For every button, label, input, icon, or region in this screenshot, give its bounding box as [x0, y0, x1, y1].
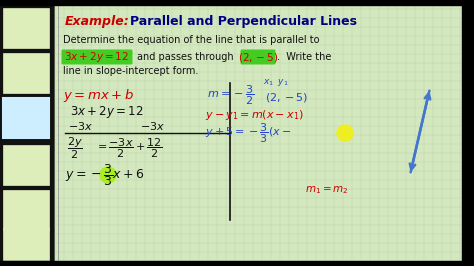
Bar: [3, 145, 49, 185]
Text: $(2,-5)$: $(2,-5)$: [238, 51, 278, 64]
Text: $y - y_1 = m(x - x_1)$: $y - y_1 = m(x - x_1)$: [205, 108, 304, 122]
Text: Determine the equation of the line that is parallel to: Determine the equation of the line that …: [63, 35, 319, 45]
Bar: [3, 228, 49, 260]
Text: $-3x$: $-3x$: [140, 120, 165, 132]
Text: $y = -\dfrac{3}{3}x + 6$: $y = -\dfrac{3}{3}x + 6$: [65, 162, 145, 188]
Bar: [0, 0, 55, 266]
Bar: [3, 8, 49, 48]
Text: $3x + 2y = 12$: $3x + 2y = 12$: [64, 50, 129, 64]
FancyBboxPatch shape: [62, 49, 133, 64]
Text: $(2,-5)$: $(2,-5)$: [265, 90, 308, 103]
Bar: [3, 98, 49, 138]
Bar: [55, 0, 462, 266]
Text: $\dfrac{2y}{2}$: $\dfrac{2y}{2}$: [67, 135, 83, 161]
Text: $m = -\dfrac{3}{2}$: $m = -\dfrac{3}{2}$: [207, 83, 254, 107]
Text: and passes through: and passes through: [137, 52, 234, 62]
Circle shape: [100, 167, 116, 183]
Text: $y = mx + b$: $y = mx + b$: [63, 86, 134, 103]
Bar: [462, 0, 474, 266]
Text: $3x + 2y = 12$: $3x + 2y = 12$: [70, 104, 144, 120]
Bar: [0, 261, 474, 266]
Text: Parallel and Perpendicular Lines: Parallel and Perpendicular Lines: [130, 15, 357, 28]
Text: $m_1 = m_2$: $m_1 = m_2$: [305, 184, 349, 196]
Text: $-3x$: $-3x$: [68, 120, 93, 132]
Text: $x_1 \;\; y_1$: $x_1 \;\; y_1$: [263, 77, 289, 88]
Bar: [3, 53, 49, 93]
FancyBboxPatch shape: [240, 49, 275, 64]
Text: .  Write the: . Write the: [277, 52, 331, 62]
Text: $y + 5 = -\dfrac{3}{3}(x -$: $y + 5 = -\dfrac{3}{3}(x -$: [205, 121, 292, 145]
Text: $= \dfrac{-3x}{2} + \dfrac{12}{2}$: $= \dfrac{-3x}{2} + \dfrac{12}{2}$: [95, 136, 163, 160]
Text: Example:: Example:: [65, 15, 130, 28]
Bar: [3, 190, 49, 230]
Circle shape: [337, 125, 353, 141]
Bar: [0, 0, 474, 5]
Text: line in slope-intercept form.: line in slope-intercept form.: [63, 66, 199, 76]
